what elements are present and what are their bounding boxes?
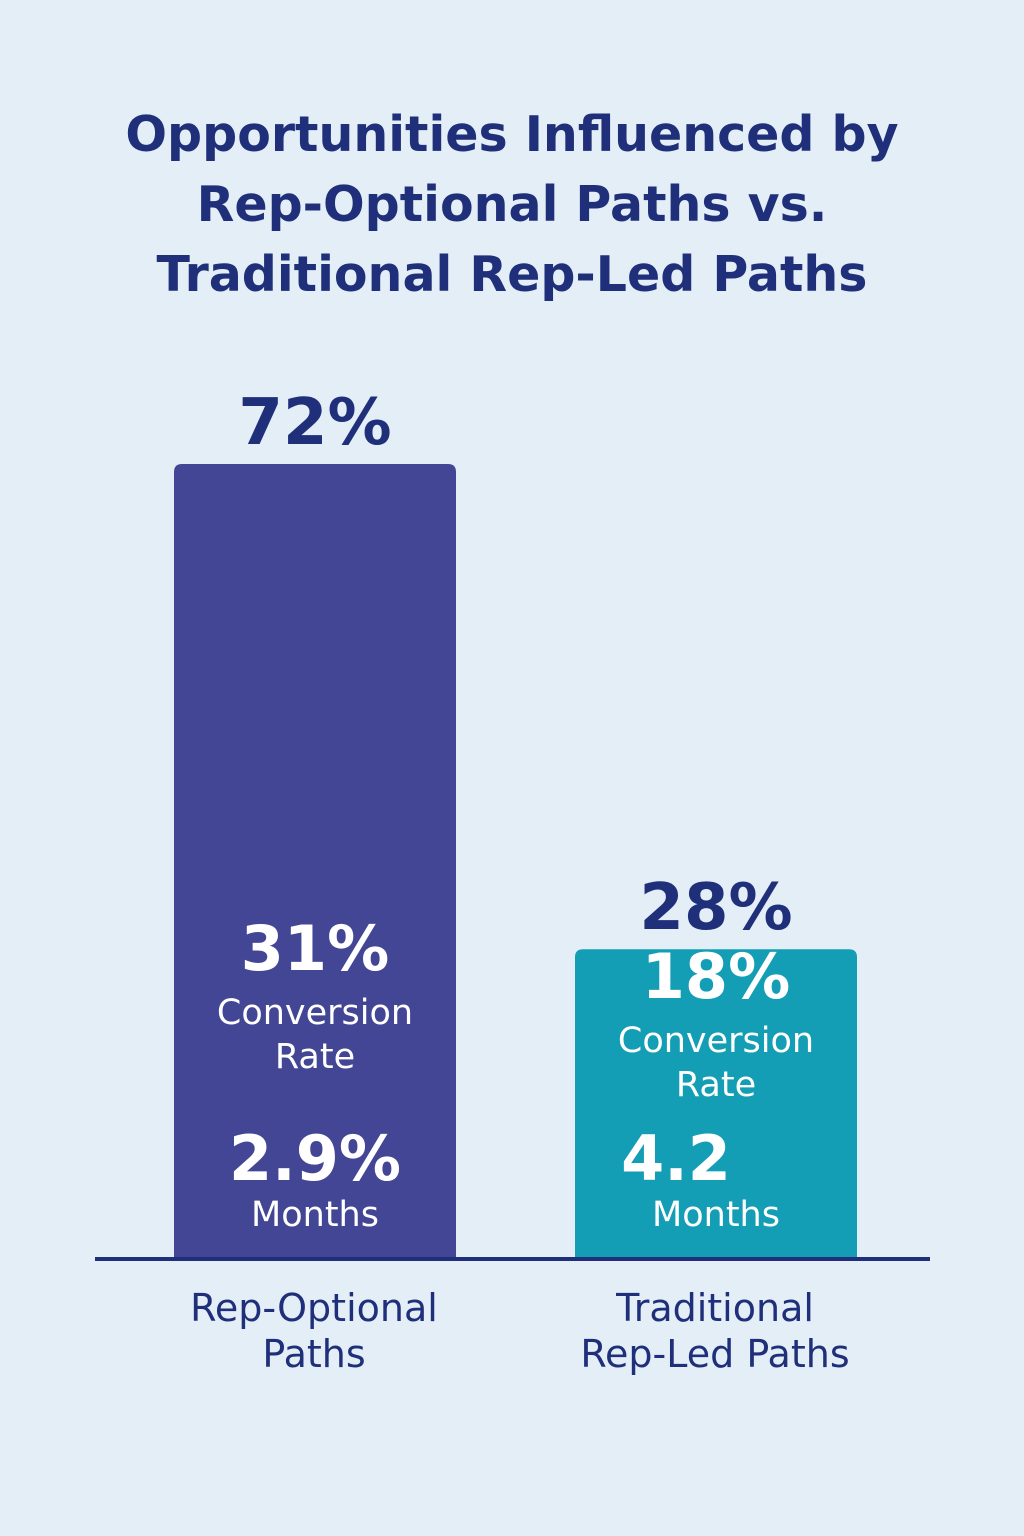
- chart-title: Opportunities Influenced by Rep-Optional…: [0, 100, 1024, 310]
- bar-value-label: 72%: [238, 386, 391, 460]
- category-label-traditional: Traditional Rep-Led Paths: [535, 1285, 895, 1377]
- bar: [174, 464, 456, 1258]
- bar-value-label: 28%: [639, 871, 792, 945]
- chart-title-line-1: Opportunities Influenced by: [125, 106, 899, 163]
- chart-title-line-3: Traditional Rep-Led Paths: [156, 246, 868, 303]
- sales-cycle-label: Months: [251, 1195, 379, 1235]
- category-label-rep-optional: Rep-Optional Paths: [134, 1285, 494, 1377]
- conversion-rate-value: 18%: [642, 940, 790, 1013]
- conversion-rate-label: Conversion: [217, 993, 413, 1033]
- conversion-rate-label: Rate: [676, 1065, 756, 1105]
- chart-title-line-2: Rep-Optional Paths vs.: [196, 176, 828, 233]
- sales-cycle-label: Months: [652, 1195, 780, 1235]
- category-label-line: Rep-Optional: [190, 1286, 438, 1330]
- sales-cycle-value: 4.2: [621, 1122, 731, 1195]
- sales-cycle-value: 2.9%: [229, 1122, 401, 1195]
- category-label-line: Traditional: [616, 1286, 814, 1330]
- conversion-rate-value: 31%: [241, 912, 389, 985]
- category-label-line: Rep-Led Paths: [580, 1332, 850, 1376]
- conversion-rate-label: Rate: [275, 1037, 355, 1077]
- bar: [575, 949, 857, 1258]
- conversion-rate-label: Conversion: [618, 1021, 814, 1061]
- category-label-line: Paths: [262, 1332, 366, 1376]
